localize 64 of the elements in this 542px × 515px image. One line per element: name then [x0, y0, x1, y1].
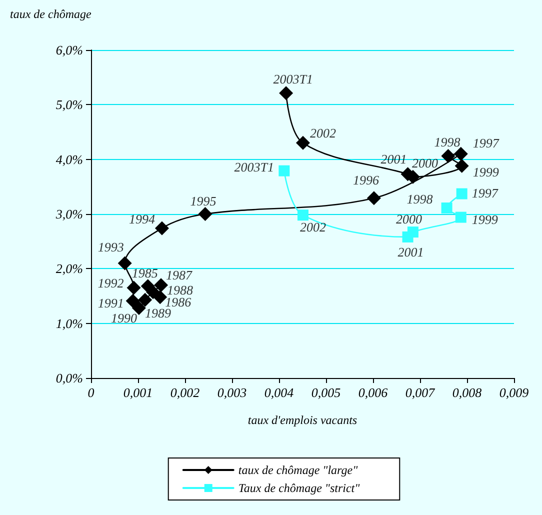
x-tick-label: 0,004	[264, 385, 294, 400]
annotation: 2002	[310, 125, 336, 140]
y-tick-label: 2,0%	[56, 261, 84, 276]
x-tick-label: 0,003	[217, 385, 248, 400]
annotation: 1996	[352, 172, 380, 188]
annotation: 1991	[98, 295, 124, 310]
point	[154, 221, 169, 236]
annotation: 1997	[472, 185, 498, 200]
y-tick-label: 4,0%	[56, 152, 84, 167]
point	[138, 292, 152, 307]
annotation: 1985	[132, 266, 158, 281]
annotation: 2003T1	[273, 72, 313, 87]
point	[146, 285, 160, 300]
point	[279, 86, 294, 100]
legend-label: taux de chômage "large"	[238, 463, 359, 477]
x-tick-label: 0,007	[405, 385, 436, 400]
point	[456, 188, 468, 200]
y-axis-title: taux de chômage	[10, 7, 92, 21]
x-tick-label: 0,001	[123, 385, 153, 400]
annotation: 2000	[396, 212, 422, 227]
annotation: 1992	[98, 275, 124, 290]
point	[118, 256, 132, 270]
y-tick-label: 3,0%	[54, 206, 84, 222]
annotation: 1994	[128, 212, 156, 227]
point	[126, 280, 141, 295]
annotation: 1999	[472, 164, 500, 180]
point	[402, 231, 414, 242]
annotation: 2003T1	[234, 159, 274, 174]
x-tick-label: 0,002	[170, 385, 200, 400]
point	[454, 146, 468, 161]
point	[154, 278, 168, 292]
point	[441, 202, 452, 214]
point	[278, 165, 290, 176]
annotation: 1993	[98, 240, 124, 255]
annotation: 2002	[300, 220, 326, 235]
annotation: 1999	[472, 212, 498, 227]
x-tick-label: 0,005	[311, 385, 342, 400]
x-tick-label: 0,008	[452, 385, 482, 400]
point	[132, 301, 146, 316]
y-tick-label: 5,0%	[56, 97, 84, 112]
annotation: 1998	[406, 191, 434, 206]
annotation: 1995	[190, 194, 217, 208]
annotation: 1990	[110, 310, 138, 326]
y-tick-label: 6,0%	[56, 42, 84, 58]
annotation: 1998	[434, 134, 461, 150]
y-tick-label: 0,0%	[56, 370, 84, 386]
point	[198, 207, 212, 221]
x-tick-label: 0,009	[499, 385, 530, 400]
point	[296, 136, 310, 150]
y-tick-label: 1,0%	[56, 316, 84, 331]
annotation: 1987	[166, 268, 193, 283]
point	[297, 210, 308, 221]
point	[455, 212, 466, 223]
point	[366, 191, 381, 206]
x-tick-label: 0	[88, 385, 95, 400]
annotation: 1997	[472, 135, 500, 150]
x-tick-label: 0,006	[358, 385, 388, 400]
point	[441, 149, 456, 164]
annotation: 2000	[412, 155, 438, 170]
annotation: 2001	[398, 244, 424, 260]
x-axis-title: taux d'emplois vacants	[248, 413, 358, 427]
point	[126, 294, 140, 308]
legend-label: Taux de chômage "strict"	[238, 481, 361, 495]
point	[454, 158, 469, 173]
